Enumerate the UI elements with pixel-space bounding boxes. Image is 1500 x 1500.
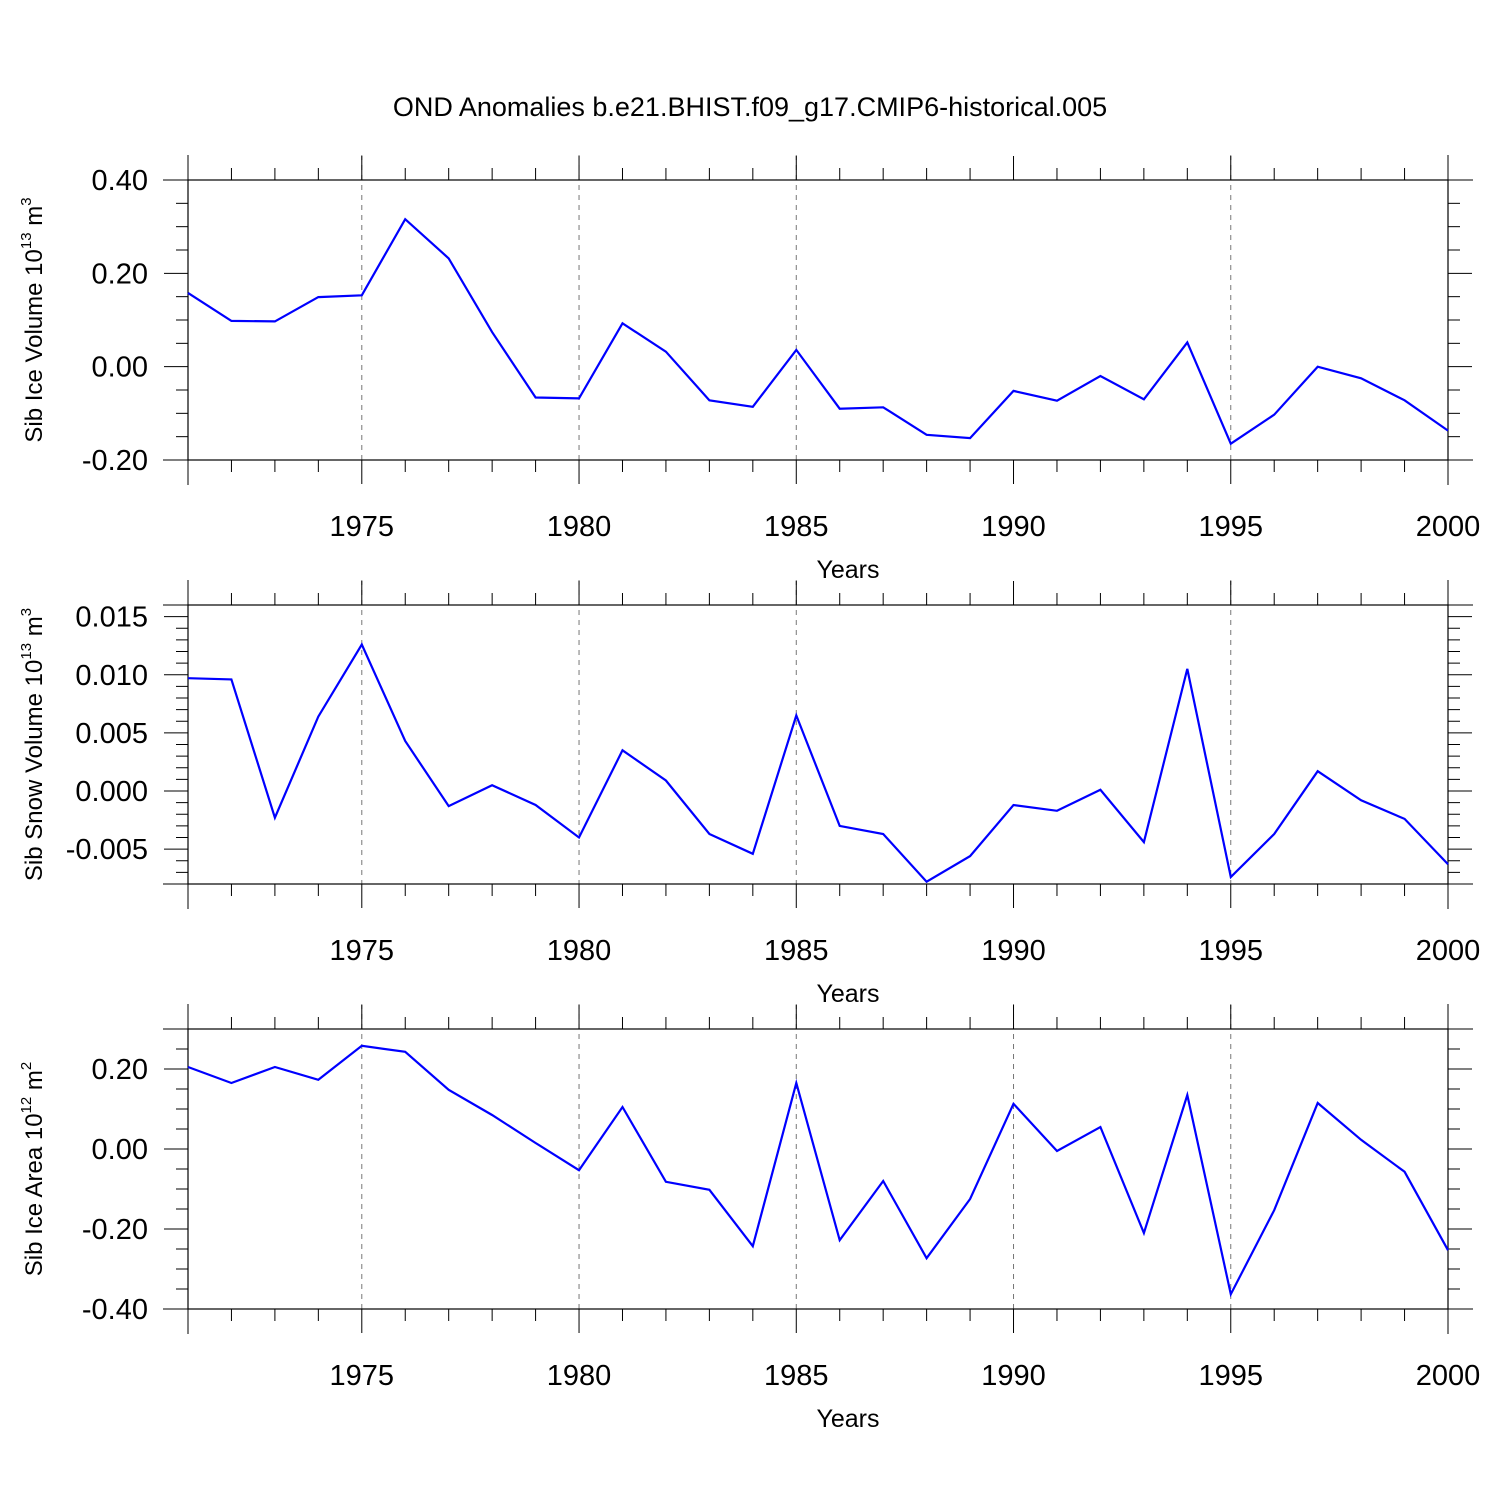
x-tick-label: 1995 bbox=[1199, 511, 1264, 543]
y-axis-label: Sib Ice Volume 1013 m3 bbox=[18, 197, 48, 442]
plot-frame bbox=[187, 179, 1449, 461]
y-tick-label: -0.005 bbox=[66, 834, 148, 866]
x-tick-label: 2000 bbox=[1416, 935, 1481, 967]
y-axis-label: Sib Snow Volume 1013 m3 bbox=[18, 608, 48, 881]
y-axis-label: Sib Ice Area 1012 m2 bbox=[18, 1062, 48, 1276]
chart-panel-3: -0.40 -0.20 0.00 0.20 1975 1980 1985 1990 1995 20… bbox=[18, 1004, 1480, 1433]
x-tick-label: 1985 bbox=[764, 935, 829, 967]
plot-frame bbox=[187, 1028, 1449, 1310]
x-axis-label: Years bbox=[816, 980, 879, 1008]
series-line bbox=[187, 1044, 1449, 1298]
panels: -0.20 0.00 0.20 0.40 1975 1980 1985 1990 1995 200… bbox=[18, 155, 1480, 1433]
x-tick-label: 1995 bbox=[1199, 935, 1264, 967]
chart-panel-2: -0.005 0.000 0.005 0.010 0.015 1975 1980 1985 19… bbox=[18, 580, 1480, 1008]
x-axis-label: Years bbox=[816, 556, 879, 584]
x-tick-label: 1975 bbox=[330, 511, 395, 543]
y-tick-label: 0.20 bbox=[92, 1054, 148, 1086]
x-tick-label: 1980 bbox=[547, 935, 612, 967]
plot-frame bbox=[187, 604, 1449, 885]
x-tick-label: 1995 bbox=[1199, 1360, 1264, 1392]
y-tick-label: 0.015 bbox=[75, 602, 148, 634]
y-tick-label: -0.40 bbox=[82, 1294, 148, 1326]
x-tick-label: 1975 bbox=[330, 1360, 395, 1392]
y-tick-label: 0.005 bbox=[75, 718, 148, 750]
chart-panel-1: -0.20 0.00 0.20 0.40 1975 1980 1985 1990 1995 200… bbox=[18, 155, 1480, 584]
x-axis-label: Years bbox=[816, 1405, 879, 1433]
series-line bbox=[187, 642, 1449, 884]
series-line bbox=[187, 217, 1449, 446]
y-tick-label: 0.20 bbox=[92, 258, 148, 290]
y-tick-label: 0.00 bbox=[92, 352, 148, 384]
y-tick-label: 0.010 bbox=[75, 660, 148, 692]
x-tick-label: 1975 bbox=[330, 935, 395, 967]
x-tick-label: 1985 bbox=[764, 511, 829, 543]
y-tick-label: 0.00 bbox=[92, 1134, 148, 1166]
x-tick-label: 1985 bbox=[764, 1360, 829, 1392]
x-tick-label: 2000 bbox=[1416, 1360, 1481, 1392]
figure-title: OND Anomalies b.e21.BHIST.f09_g17.CMIP6-… bbox=[393, 92, 1107, 122]
x-tick-label: 1990 bbox=[981, 1360, 1046, 1392]
x-tick-label: 1980 bbox=[547, 1360, 612, 1392]
y-tick-label: -0.20 bbox=[82, 1214, 148, 1246]
x-tick-label: 1990 bbox=[981, 511, 1046, 543]
y-tick-label: 0.000 bbox=[75, 776, 148, 808]
x-tick-label: 1980 bbox=[547, 511, 612, 543]
y-tick-label: -0.20 bbox=[82, 445, 148, 477]
x-tick-label: 1990 bbox=[981, 935, 1046, 967]
x-tick-label: 2000 bbox=[1416, 511, 1481, 543]
y-tick-label: 0.40 bbox=[92, 165, 148, 197]
